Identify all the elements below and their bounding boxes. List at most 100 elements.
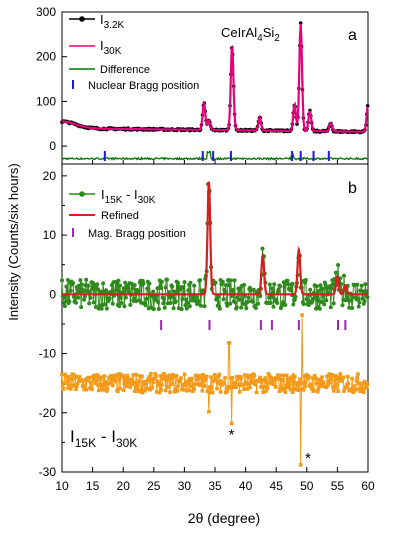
diff15-point [62, 304, 67, 309]
panel-b-plot-area [60, 181, 370, 467]
diff15-point [97, 303, 102, 308]
diff15-point [181, 284, 186, 289]
orange-point [85, 378, 90, 383]
orange-point [222, 381, 227, 386]
diff15-point [278, 284, 283, 289]
diff15-point [246, 295, 251, 300]
y-tick-label: 300 [36, 5, 56, 19]
diff15-point [285, 278, 290, 283]
orange-point [70, 372, 75, 376]
diff15-point [96, 287, 100, 292]
legend-label-i30k: I30K [100, 38, 122, 57]
orange-point [356, 381, 361, 386]
panel-a-legend: I3.2K I30K Difference Nuclear Bragg posi… [69, 12, 199, 92]
orange-point [97, 375, 102, 379]
orange-point [121, 375, 125, 379]
diff15-point [304, 297, 309, 302]
diff15-point [198, 303, 203, 308]
diff15-point [290, 281, 295, 286]
diff15-point [328, 305, 333, 310]
diff15-point [336, 263, 341, 267]
diff15-point [67, 299, 72, 304]
orange-point [72, 383, 76, 388]
diff15-point [272, 282, 277, 287]
formula-part: 2 [274, 33, 280, 44]
orange-point [60, 383, 65, 388]
diff15-point [268, 301, 273, 305]
orange-point [105, 386, 110, 391]
orange-point [163, 388, 168, 393]
diff15-point [84, 277, 89, 282]
diff15-point [64, 284, 69, 289]
orange-point [230, 375, 235, 380]
orange-point [145, 386, 149, 391]
orange-point [190, 389, 195, 393]
diff15-point [221, 297, 226, 302]
diff15-point [176, 281, 180, 285]
x-tick-label: 35 [208, 479, 222, 493]
diff15-point [316, 289, 321, 293]
diff15-point [71, 281, 75, 285]
orange-point [293, 375, 297, 379]
orange-point [73, 375, 77, 380]
diff15-point [320, 286, 325, 291]
orange-point [74, 384, 79, 389]
diff15-point [102, 302, 107, 307]
orange-point [185, 380, 190, 385]
orange-point [178, 378, 182, 382]
diff15-point [118, 283, 122, 288]
orange-point [233, 380, 238, 385]
diff15-point [144, 296, 149, 301]
orange-point [202, 384, 207, 388]
x-tick-label: 40 [239, 479, 253, 493]
orange-point [287, 378, 292, 382]
orange-point [162, 372, 166, 376]
diff15-point [172, 289, 177, 294]
orange-point [213, 373, 217, 377]
orange-point [149, 372, 153, 376]
diff15-point [179, 307, 184, 312]
diff15-point [170, 284, 175, 289]
diff15-point [119, 301, 124, 305]
orange-point [193, 373, 198, 378]
orange-point [241, 382, 246, 387]
diff15-point [260, 246, 265, 251]
orange-point [298, 377, 302, 381]
diff15-point [318, 283, 323, 288]
orange-point [208, 390, 213, 395]
orange-point [98, 377, 102, 382]
orange-point [150, 386, 155, 390]
orange-point [111, 376, 116, 381]
diff15-point [356, 304, 361, 309]
orange-point [234, 385, 238, 389]
orange-point [201, 379, 206, 383]
diff15-point [359, 283, 364, 288]
diff15-point [225, 303, 230, 308]
orange-point [199, 376, 204, 380]
orange-point [336, 389, 340, 393]
orange-point [297, 381, 301, 385]
orange-point [99, 384, 104, 389]
orange-point [179, 387, 184, 392]
y-tick-label: -30 [39, 465, 57, 479]
diff15-point [187, 304, 192, 309]
diff15-point [74, 300, 78, 305]
orange-point [239, 376, 243, 380]
diff15-point [192, 283, 197, 288]
diff15-point [331, 301, 336, 306]
orange-point [300, 313, 304, 317]
orange-point [169, 376, 174, 380]
diff15-point [88, 296, 93, 300]
y-tick-label: 10 [43, 228, 57, 242]
legend-marker-i32k [79, 16, 85, 22]
panel-a-y-ticks: 0 100 200 300 [36, 5, 67, 153]
diff15-point [126, 289, 131, 294]
orange-point [229, 421, 234, 426]
orange-point [244, 380, 249, 385]
orange-point [355, 375, 359, 380]
orange-point [260, 378, 265, 382]
diff15-point [65, 278, 70, 282]
orange-point [320, 375, 324, 379]
orange-point [153, 372, 158, 376]
